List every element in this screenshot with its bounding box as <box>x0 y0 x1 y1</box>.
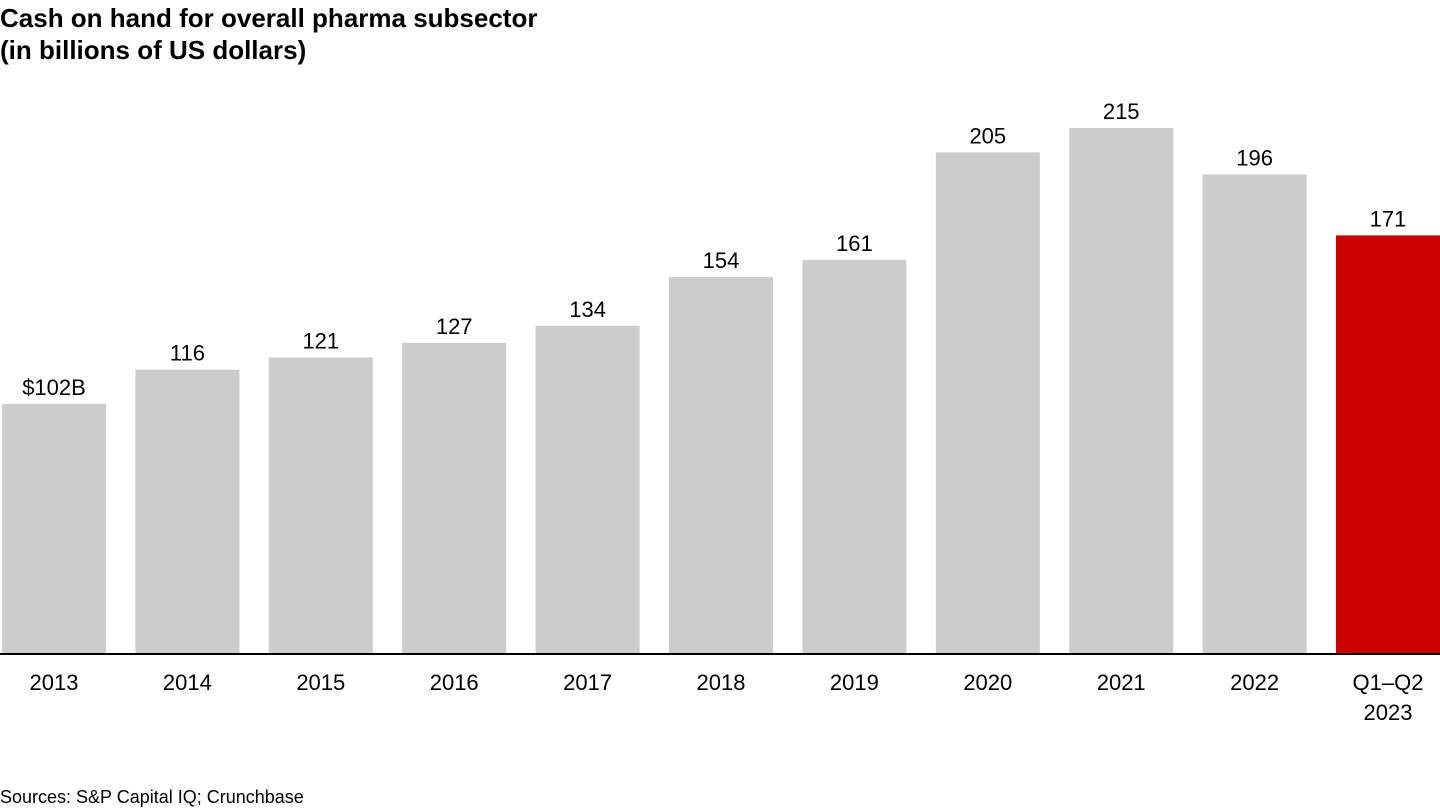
data-label-2016: 127 <box>436 314 473 339</box>
x-tick-label-2018: 2018 <box>697 670 746 695</box>
data-label-2017: 134 <box>569 297 606 322</box>
bar-2016 <box>402 342 507 653</box>
data-label-2022: 196 <box>1236 145 1273 170</box>
data-label-2020: 205 <box>969 123 1006 148</box>
x-tick-label-2022: 2022 <box>1230 670 1279 695</box>
data-label-2018: 154 <box>703 248 740 273</box>
chart-title-block: Cash on hand for overall pharma subsecto… <box>0 2 537 66</box>
x-tick-label-2017: 2017 <box>563 670 612 695</box>
data-label-q1-q2-2023: 171 <box>1370 206 1407 231</box>
source-note: Sources: S&P Capital IQ; Crunchbase <box>0 787 304 807</box>
bar-2018 <box>669 277 773 653</box>
x-tick-label-q1-q2-2023-line-2: 2023 <box>1364 700 1413 725</box>
bar-2022 <box>1202 174 1307 653</box>
bar-q1-q2-2023 <box>1336 235 1440 653</box>
x-tick-label-q1-q2-2023-line-1: Q1–Q2 <box>1353 670 1424 695</box>
x-tick-label-2021: 2021 <box>1097 670 1146 695</box>
bar-2014 <box>135 369 240 653</box>
bar-2013 <box>2 403 106 653</box>
bar-2019 <box>802 259 907 653</box>
x-tick-label-2013: 2013 <box>30 670 79 695</box>
bar-2015 <box>268 357 373 653</box>
data-label-2013: $102B <box>22 375 86 400</box>
chart-title: Cash on hand for overall pharma subsecto… <box>0 3 538 33</box>
x-tick-label-2016: 2016 <box>430 670 479 695</box>
x-tick-label-2020: 2020 <box>963 670 1012 695</box>
data-label-2021: 215 <box>1103 99 1140 124</box>
data-label-2014: 116 <box>170 341 205 366</box>
x-tick-labels-group: 2013 2014 2015 2016 2017 2018 2019 2020 2021 2022… <box>30 670 1424 725</box>
bar-2020 <box>935 152 1040 653</box>
x-tick-label-2019: 2019 <box>830 670 879 695</box>
chart-subtitle: (in billions of US dollars) <box>0 35 307 65</box>
bars-group <box>2 128 1440 653</box>
bar-2021 <box>1069 128 1174 653</box>
data-label-2019: 161 <box>836 231 873 256</box>
data-label-2015: 121 <box>302 329 339 354</box>
data-labels-group: $102B 116 121 127 134 154 161 205 215 196 171 <box>22 99 1406 400</box>
bar-2017 <box>535 325 640 653</box>
x-tick-label-2014: 2014 <box>163 670 212 695</box>
x-tick-label-2015: 2015 <box>296 670 345 695</box>
